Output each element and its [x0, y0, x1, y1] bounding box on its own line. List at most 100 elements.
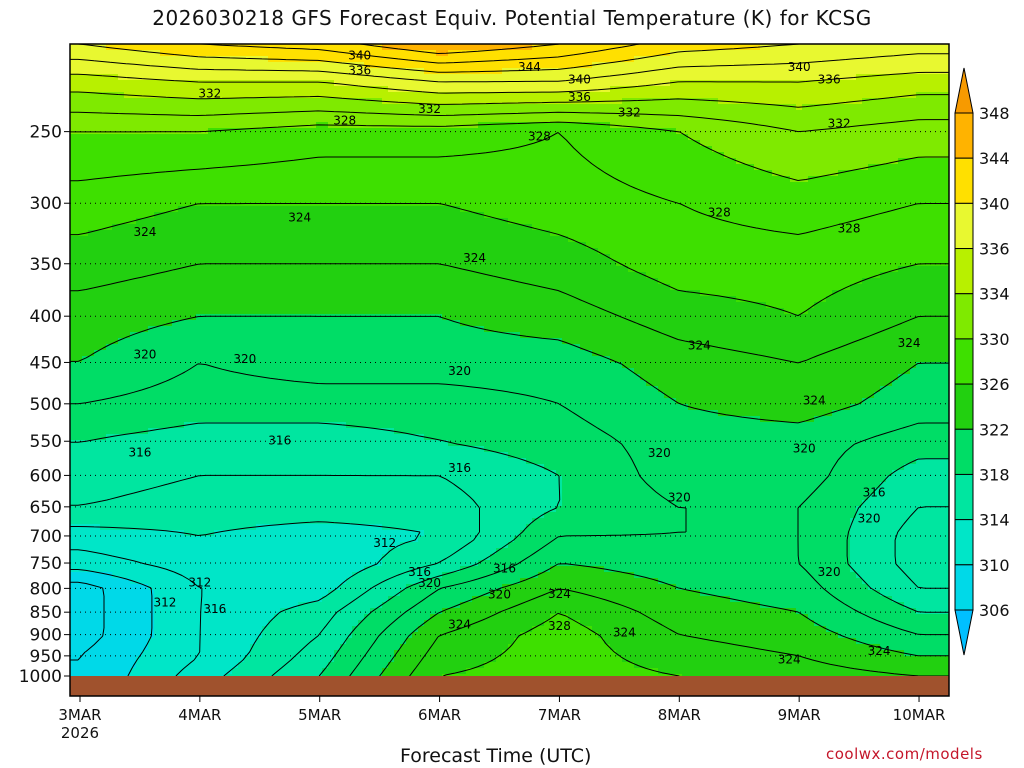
field-cell	[172, 506, 179, 513]
field-cell	[118, 596, 125, 603]
field-cell	[226, 146, 233, 153]
field-cell	[172, 650, 179, 657]
field-cell	[172, 242, 179, 249]
field-cell	[226, 446, 233, 453]
field-cell	[196, 626, 203, 633]
field-cell	[274, 242, 281, 249]
field-cell	[172, 272, 179, 279]
field-cell	[106, 212, 113, 219]
field-cell	[232, 224, 239, 231]
field-cell	[130, 68, 137, 75]
field-cell	[178, 566, 185, 573]
field-cell	[298, 500, 305, 507]
field-cell	[112, 140, 119, 147]
field-cell	[250, 296, 257, 303]
field-cell	[172, 218, 179, 225]
field-cell	[346, 308, 353, 315]
field-cell	[88, 458, 95, 465]
field-cell	[226, 482, 233, 489]
field-cell	[142, 500, 149, 507]
field-cell	[346, 662, 353, 669]
field-cell	[142, 356, 149, 363]
field-cell	[154, 464, 161, 471]
field-cell	[304, 170, 311, 177]
field-cell	[136, 650, 143, 657]
field-cell	[190, 122, 197, 129]
field-cell	[334, 632, 341, 639]
field-cell	[280, 116, 287, 123]
field-cell	[226, 392, 233, 399]
field-cell	[226, 218, 233, 225]
field-cell	[76, 404, 83, 411]
field-cell	[184, 146, 191, 153]
field-cell	[208, 74, 215, 81]
field-cell	[136, 68, 143, 75]
field-cell	[130, 644, 137, 651]
field-cell	[220, 242, 227, 249]
field-cell	[226, 362, 233, 369]
field-cell	[124, 98, 131, 105]
field-cell	[292, 146, 299, 153]
field-cell	[172, 536, 179, 543]
field-cell	[346, 164, 353, 171]
field-cell	[346, 206, 353, 213]
field-cell	[334, 572, 341, 579]
field-cell	[286, 452, 293, 459]
field-cell	[226, 266, 233, 273]
field-cell	[304, 674, 311, 676]
field-cell	[220, 92, 227, 99]
field-cell	[82, 68, 89, 75]
field-cell	[220, 80, 227, 87]
field-cell	[208, 182, 215, 189]
field-cell	[130, 386, 137, 393]
field-cell	[100, 584, 107, 591]
field-cell	[124, 182, 131, 189]
field-cell	[118, 170, 125, 177]
field-cell	[268, 236, 275, 243]
field-cell	[112, 182, 119, 189]
field-cell	[124, 68, 131, 75]
field-cell	[298, 326, 305, 333]
field-cell	[220, 422, 227, 429]
field-cell	[238, 392, 245, 399]
field-cell	[118, 218, 125, 225]
field-cell	[82, 464, 89, 471]
field-cell	[130, 98, 137, 105]
field-cell	[340, 176, 347, 183]
field-cell	[316, 656, 323, 663]
field-cell	[106, 644, 113, 651]
field-cell	[334, 356, 341, 363]
field-cell	[232, 542, 239, 549]
field-cell	[172, 152, 179, 159]
field-cell	[334, 494, 341, 501]
field-cell	[124, 512, 131, 519]
field-cell	[178, 602, 185, 609]
field-cell	[70, 500, 77, 507]
field-cell	[184, 554, 191, 561]
field-cell	[316, 566, 323, 573]
field-cell	[226, 44, 233, 51]
field-cell	[250, 140, 257, 147]
field-cell	[88, 344, 95, 351]
field-cell	[196, 356, 203, 363]
field-cell	[136, 602, 143, 609]
field-cell	[208, 362, 215, 369]
field-cell	[322, 596, 329, 603]
field-cell	[346, 134, 353, 141]
field-cell	[148, 146, 155, 153]
field-cell	[268, 362, 275, 369]
field-cell	[310, 272, 317, 279]
field-cell	[94, 188, 101, 195]
field-cell	[190, 326, 197, 333]
field-cell	[190, 56, 197, 63]
field-cell	[76, 104, 83, 111]
field-cell	[148, 404, 155, 411]
field-cell	[184, 536, 191, 543]
field-cell	[178, 440, 185, 447]
field-cell	[334, 218, 341, 225]
field-cell	[316, 44, 323, 51]
field-cell	[346, 56, 353, 63]
field-cell	[136, 566, 143, 573]
field-cell	[118, 422, 125, 429]
field-cell	[346, 218, 353, 225]
